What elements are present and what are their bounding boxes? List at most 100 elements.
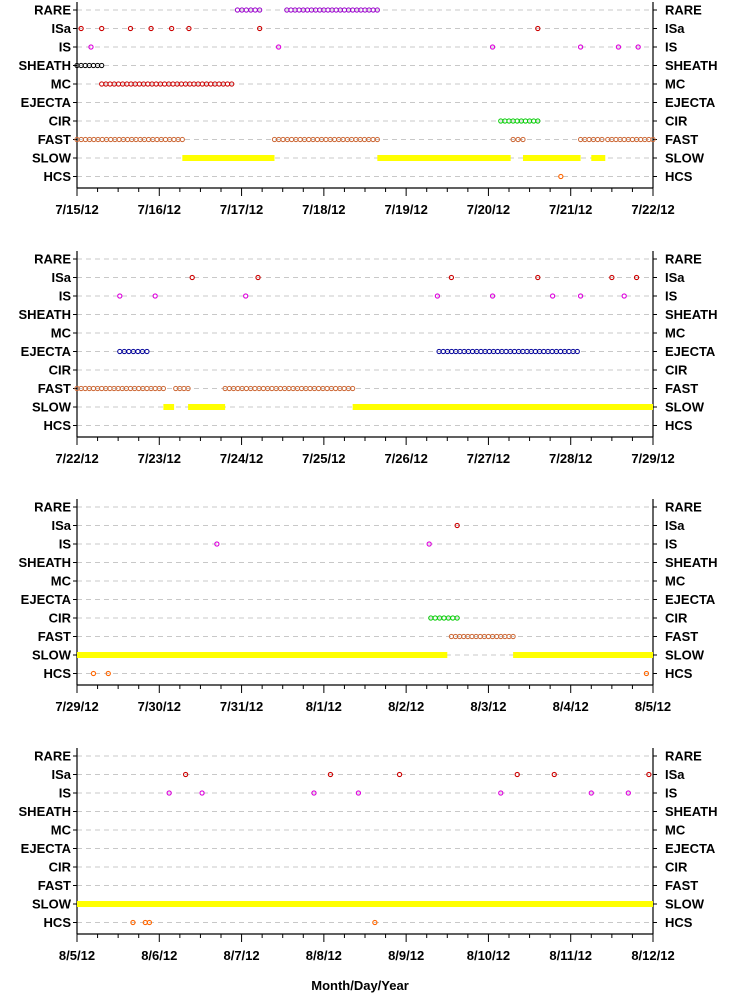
ejecta-marker: [557, 348, 564, 355]
x-tick-label: 8/3/12: [470, 699, 506, 714]
isa-point: [454, 522, 460, 529]
x-tick-label: 7/26/12: [384, 451, 427, 466]
right-label-fast: FAST: [665, 629, 698, 644]
x-tick-label: 7/24/12: [220, 451, 263, 466]
mc-run-4: [99, 81, 235, 87]
is-point: [489, 293, 496, 299]
rare-marker: [257, 7, 263, 13]
rare-marker: [234, 7, 241, 13]
left-label-ejecta: EJECTA: [21, 95, 72, 110]
x-tick-label: 7/22/12: [631, 202, 674, 217]
right-label-sheath: SHEATH: [665, 555, 717, 570]
hcs-point: [643, 670, 650, 677]
hcs-point: [146, 919, 153, 926]
right-label-mc: MC: [665, 77, 686, 92]
ejecta-marker: [549, 348, 555, 355]
x-axis-title: Month/Day/Year: [311, 978, 409, 993]
fast-marker: [520, 136, 526, 143]
ejecta-marker: [135, 348, 141, 355]
sheath-marker: [99, 62, 105, 69]
right-label-ejecta: EJECTA: [665, 344, 716, 359]
slow-run-1: [77, 901, 653, 907]
isa-point: [255, 274, 261, 281]
is-point: [625, 790, 631, 796]
left-label-is: IS: [59, 40, 72, 55]
left-label-isa: ISa: [51, 21, 71, 36]
rare-run-2: [284, 7, 380, 13]
is-point: [275, 44, 282, 50]
fast-run-7: [271, 136, 380, 143]
isa-point: [646, 771, 652, 778]
is-point: [635, 44, 641, 50]
right-label-slow: SLOW: [665, 151, 705, 166]
cir-run-1: [428, 615, 460, 621]
isa-point: [257, 25, 263, 32]
fast-marker: [179, 136, 185, 143]
fast-run-2: [448, 633, 516, 640]
left-label-sheath: SHEATH: [19, 58, 71, 73]
fast-marker: [510, 136, 516, 143]
x-tick-label: 7/17/12: [220, 202, 263, 217]
panel-1: RARE RARE ISa ISa IS IS SHEATH SHEATH MC MC EJECTA…: [19, 2, 717, 217]
isa-point: [633, 274, 640, 281]
isa-point: [189, 274, 195, 281]
slow-run-3: [77, 652, 448, 658]
is-point: [577, 293, 584, 299]
is-point: [88, 44, 94, 50]
is-point: [214, 541, 220, 547]
fast-marker: [599, 136, 605, 143]
fast-run-6: [74, 136, 185, 143]
left-label-sheath: SHEATH: [19, 555, 71, 570]
x-tick-label: 7/27/12: [467, 451, 510, 466]
right-label-fast: FAST: [665, 381, 698, 396]
x-tick-label: 8/4/12: [553, 699, 589, 714]
isa-point: [535, 25, 541, 32]
right-label-ejecta: EJECTA: [665, 841, 716, 856]
cir-marker: [454, 615, 460, 621]
x-tick-label: 8/11/12: [549, 948, 592, 963]
left-label-hcs: HCS: [44, 915, 72, 930]
right-label-slow: SLOW: [665, 400, 705, 415]
x-tick-label: 8/1/12: [306, 699, 342, 714]
right-label-is: IS: [665, 289, 678, 304]
mc-marker: [161, 81, 168, 87]
right-label-mc: MC: [665, 823, 686, 838]
x-tick-label: 8/9/12: [388, 948, 424, 963]
fast-marker: [99, 385, 105, 392]
fast-marker: [108, 136, 114, 143]
left-label-mc: MC: [51, 823, 72, 838]
hcs-point: [372, 919, 378, 926]
fast-marker: [99, 136, 105, 143]
rare-marker: [252, 7, 258, 13]
hcs-point: [130, 919, 136, 926]
rare-marker: [333, 7, 339, 13]
is-point: [434, 293, 441, 299]
x-tick-label: 7/18/12: [302, 202, 345, 217]
sheath-marker: [90, 62, 97, 69]
is-point: [152, 293, 158, 299]
x-tick-label: 7/19/12: [384, 202, 427, 217]
left-label-rare: RARE: [34, 3, 71, 18]
left-label-hcs: HCS: [44, 666, 72, 681]
x-tick-label: 7/22/12: [55, 451, 98, 466]
left-label-fast: FAST: [38, 878, 71, 893]
rare-marker: [288, 7, 294, 13]
fast-marker: [144, 385, 150, 392]
isa-point: [148, 25, 154, 32]
right-label-fast: FAST: [665, 878, 698, 893]
x-tick-label: 7/29/12: [55, 699, 98, 714]
x-tick-label: 8/10/12: [467, 948, 510, 963]
is-point: [549, 293, 556, 299]
x-tick-label: 7/29/12: [631, 451, 674, 466]
isa-point: [448, 274, 455, 281]
cir-marker: [441, 615, 447, 621]
right-label-rare: RARE: [665, 3, 702, 18]
left-label-fast: FAST: [38, 629, 71, 644]
is-point: [311, 790, 317, 796]
right-label-sheath: SHEATH: [665, 307, 717, 322]
isa-point: [535, 274, 541, 281]
fast-run-10: [605, 136, 656, 143]
left-label-mc: MC: [51, 77, 72, 92]
isa-point: [514, 771, 520, 778]
